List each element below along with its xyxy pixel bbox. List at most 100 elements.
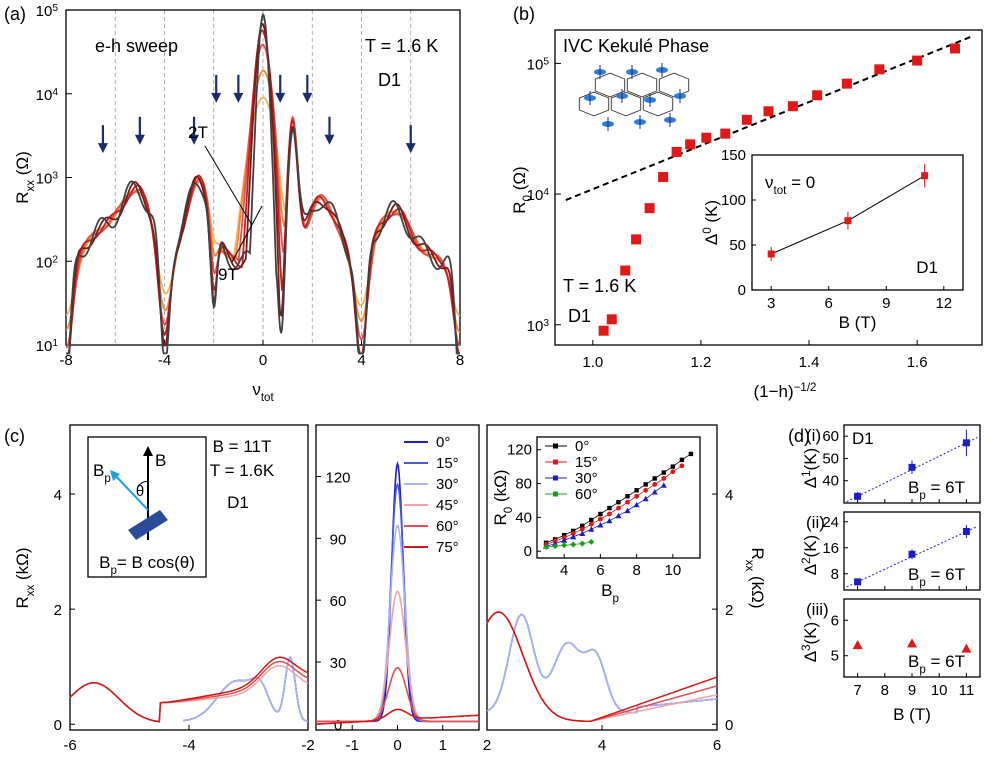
c-inset-point xyxy=(570,541,577,548)
d-subpanel-label: (i) xyxy=(806,426,821,445)
b-ylabel-part: R xyxy=(510,201,529,213)
d-point xyxy=(962,439,970,447)
c-inset-ytick-label: 40 xyxy=(515,509,532,526)
c-legend-label: 30° xyxy=(436,476,459,493)
c-left-series-30° xyxy=(183,655,309,722)
b-lattice-hexagon xyxy=(610,91,642,117)
a-ytick-label-part: 5 xyxy=(52,3,58,14)
d-xtick-label: 7 xyxy=(853,682,861,699)
c-inset-point xyxy=(588,521,594,527)
c-mid-series-60° xyxy=(316,666,479,723)
b-annotation-temp: T = 1.6 K xyxy=(563,276,636,296)
c-inset-legend-label: 30° xyxy=(575,470,598,487)
b-data-point xyxy=(685,139,696,150)
c-inset-point xyxy=(607,505,612,511)
d-point xyxy=(962,528,970,535)
c-inset-point xyxy=(616,505,621,511)
a-arrow-head xyxy=(211,92,222,103)
c-inset-legend-label: 15° xyxy=(575,454,598,471)
c-inset-legend-label: 0° xyxy=(575,438,589,455)
c-inset-point xyxy=(625,499,630,505)
d-note-part: = 6T xyxy=(926,565,965,584)
a-ytick-label: 103 xyxy=(36,170,59,188)
c-left-xtick-label: -2 xyxy=(301,737,314,754)
c-inset-point xyxy=(625,494,630,499)
d-xtick-label: 10 xyxy=(931,682,948,699)
b-inset-point xyxy=(767,250,775,258)
c-inset-xtick-label: 8 xyxy=(632,562,640,579)
c-inset-point xyxy=(643,482,648,487)
b-inset-xtick-label: 9 xyxy=(882,295,890,312)
c-ylabel-left-part: R xyxy=(13,596,32,608)
panel-label-1: (b) xyxy=(513,4,535,24)
panel-label-0: (a) xyxy=(4,4,26,24)
a-xtick-label: -8 xyxy=(59,352,72,369)
a-ylabel-part: (Ω) xyxy=(13,151,32,180)
a-arrow-head xyxy=(302,92,313,103)
a-ytick-label-part: 2 xyxy=(52,254,58,265)
d-note: Bp = 6T xyxy=(908,565,965,589)
d-ylabel-part: 1 xyxy=(801,470,813,476)
c-inset-point xyxy=(571,528,576,534)
c-legend-label: 45° xyxy=(436,497,459,514)
b-lattice-hexagon xyxy=(594,72,626,98)
b-ytick-label: 105 xyxy=(527,56,550,74)
c-xlabel-part: ν xyxy=(387,760,396,762)
b-data-point xyxy=(812,90,823,101)
d-ylabel-part: Δ xyxy=(801,651,820,662)
a-arrow-head xyxy=(324,134,335,145)
c-ylabel-right-part: xx xyxy=(743,560,755,572)
c-schematic-Bp-arrow xyxy=(111,471,149,511)
c-inset-ylabel-part: (kΩ) xyxy=(491,470,510,507)
c-inset-point xyxy=(679,457,685,463)
b-xlabel-part: −1/2 xyxy=(794,382,817,394)
a-xtick-label: -4 xyxy=(158,352,171,369)
d-xlabel: B (T) xyxy=(893,705,931,724)
c-inset-legend-marker xyxy=(553,443,558,449)
a-pointer-2T xyxy=(204,145,253,226)
c-mid-ytick-label: 120 xyxy=(325,470,350,487)
b-inset-point xyxy=(921,172,929,180)
a-annotation-9T: 9T xyxy=(218,265,238,284)
c-annotation-field: B = 11T xyxy=(213,437,272,456)
a-xlabel-part: tot xyxy=(261,392,275,404)
c-inset-frame xyxy=(536,436,701,559)
c-inset-point xyxy=(588,526,595,532)
c-inset-ytick-label: 0 xyxy=(524,543,532,560)
a-annotation-temp: T = 1.6 K xyxy=(365,36,438,56)
c-inset-xtick-label: 10 xyxy=(664,562,681,579)
c-left-series-45° xyxy=(69,664,309,723)
d-subpanel-label: (ii) xyxy=(806,513,825,532)
c-left-series-60° xyxy=(69,660,309,723)
b-ytick-label-part: 10 xyxy=(527,187,544,204)
b-ytick-label: 103 xyxy=(527,317,550,335)
b-inset-ytick-label: 50 xyxy=(729,237,746,254)
b-data-point xyxy=(671,146,682,157)
c-inset-point xyxy=(579,526,585,532)
b-xtick-label: 1.4 xyxy=(799,354,820,371)
c-inset-point xyxy=(589,517,594,523)
b-xtick-label: 1.2 xyxy=(691,354,712,371)
c-inset-legend-marker xyxy=(553,459,558,465)
d-note: Bp = 6T xyxy=(908,652,965,676)
b-ytick-label-part: 5 xyxy=(543,56,549,67)
d-note-part: B xyxy=(908,478,919,497)
c-inset-point xyxy=(543,544,550,550)
b-inset-ylabel-part: 0 xyxy=(702,227,714,233)
a-xtick-label: 4 xyxy=(357,352,365,369)
a-ytick-label: 104 xyxy=(36,86,59,104)
c-inset-point xyxy=(679,463,685,469)
b-data-point xyxy=(912,55,923,66)
b-data-point xyxy=(631,234,642,245)
d-ylabel: Δ2(K) xyxy=(801,535,820,575)
c-left-xtick-label: -4 xyxy=(182,737,195,754)
c-inset-ytick-label: 120 xyxy=(507,442,532,459)
c-inset-point xyxy=(607,511,612,517)
b-title: IVC Kekulé Phase xyxy=(563,36,709,56)
b-data-point xyxy=(644,203,655,214)
b-lattice-hexagon xyxy=(626,72,658,98)
b-inset-annotation-part: ν xyxy=(765,173,774,192)
b-inset-frame xyxy=(751,154,964,291)
c-inset-line-15° xyxy=(545,465,683,545)
d-note: Bp = 6T xyxy=(908,478,965,502)
